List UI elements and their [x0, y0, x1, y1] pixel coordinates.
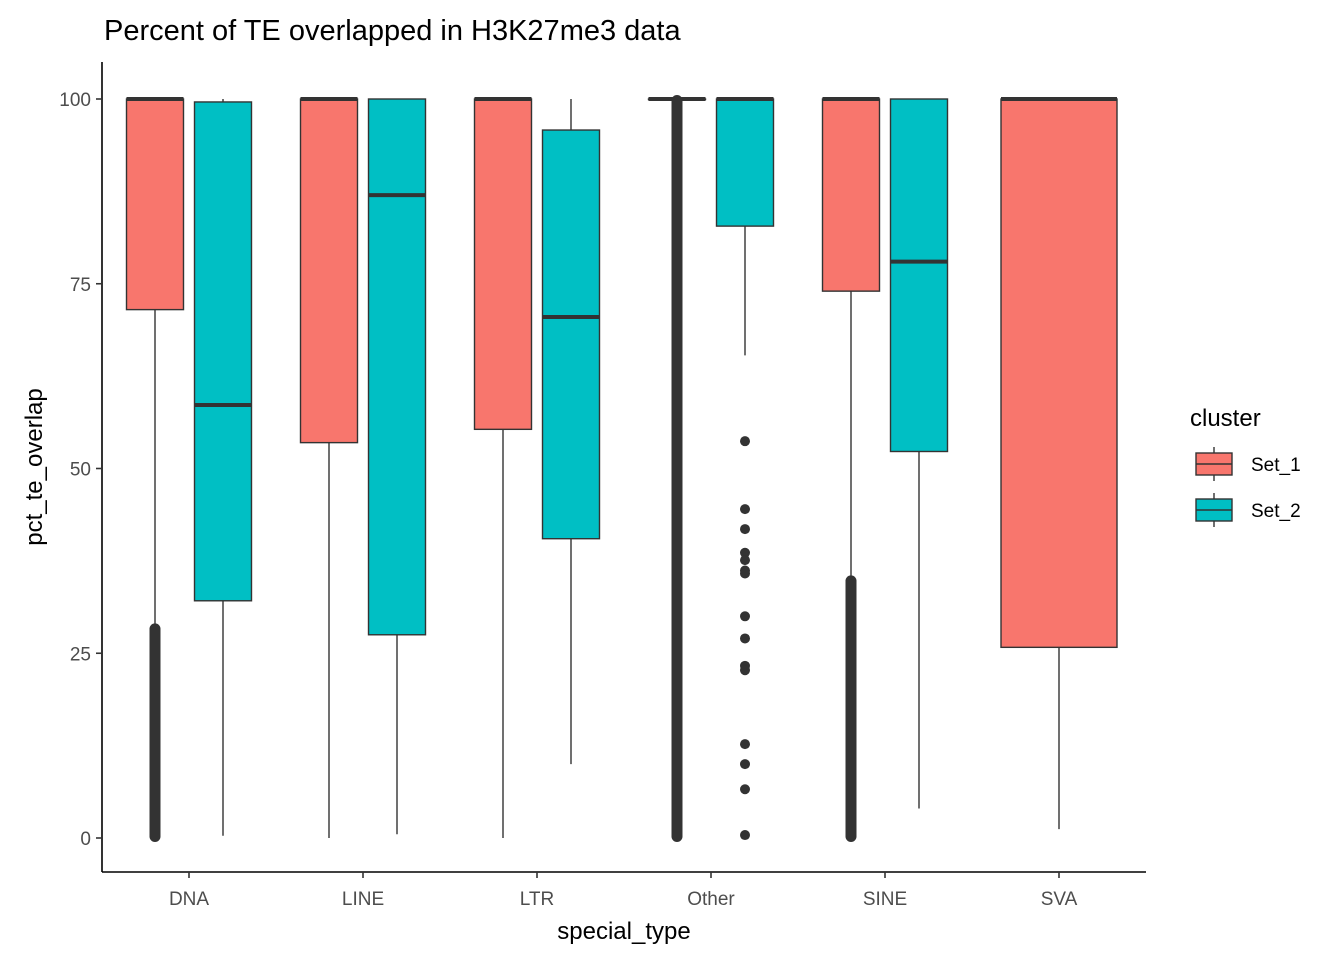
box-set_2-sine [889, 98, 949, 809]
box-body [1000, 98, 1118, 649]
outlier-point [740, 547, 750, 558]
plot-area [125, 95, 1118, 842]
y-tick-label: 25 [70, 644, 91, 665]
x-tick-label-sine: SINE [863, 889, 907, 910]
x-tick-label-sva: SVA [1041, 889, 1078, 910]
chart-title: Percent of TE overlapped in H3K27me3 dat… [104, 15, 681, 47]
y-tick-label: 100 [59, 90, 91, 111]
x-tick-label-ltr: LTR [520, 889, 554, 910]
y-tick-label: 50 [70, 460, 91, 481]
box-set_2-other [715, 97, 775, 841]
x-tick-label-line: LINE [342, 889, 384, 910]
outlier-point [740, 555, 750, 566]
legend-key-set_1 [1195, 447, 1233, 481]
box-body [821, 98, 881, 292]
outlier-point [740, 436, 750, 447]
legend-key-set_2 [1195, 493, 1233, 527]
outlier-point [740, 568, 750, 579]
outlier-point [740, 524, 750, 535]
axes [101, 62, 1146, 873]
outlier-band [671, 95, 683, 842]
outlier-band [149, 623, 161, 842]
box-body [889, 98, 949, 453]
box-set_1-line [299, 97, 359, 838]
box-body [541, 129, 601, 540]
y-tick-label: 0 [80, 829, 91, 850]
box-body [473, 98, 533, 431]
x-axis-ticks: DNA LINE LTR Other SINE SVA [169, 872, 1078, 910]
box-set_1-other [647, 95, 707, 842]
y-axis-ticks: 0 25 50 75 100 [59, 90, 102, 850]
box-set_2-dna [193, 99, 253, 836]
outlier-point [740, 784, 750, 795]
x-tick-label-dna: DNA [169, 889, 209, 910]
legend: cluster Set_1 Set_2 [1190, 405, 1301, 527]
legend-label-set_1: Set_1 [1251, 455, 1301, 476]
box-set_2-line [367, 98, 427, 835]
box-body [125, 98, 185, 311]
outlier-band [845, 575, 857, 842]
box-set_2-ltr [541, 99, 601, 765]
box-body [299, 98, 359, 444]
y-tick-label: 75 [70, 275, 91, 296]
box-body [193, 101, 253, 602]
box-body [715, 98, 775, 227]
legend-label-set_2: Set_2 [1251, 501, 1301, 522]
outlier-point [740, 611, 750, 622]
legend-title: cluster [1190, 405, 1261, 432]
outlier-point [740, 830, 750, 841]
box-set_1-ltr [473, 97, 533, 838]
outlier-point [740, 504, 750, 515]
outlier-point [740, 739, 750, 750]
outlier-point [740, 759, 750, 770]
box-set_1-sva [1000, 97, 1118, 830]
box-set_1-dna [125, 97, 185, 842]
outlier-point [740, 665, 750, 676]
x-axis-title: special_type [557, 918, 690, 945]
outlier-point [740, 633, 750, 644]
x-tick-label-other: Other [687, 889, 735, 910]
box-body [367, 98, 427, 636]
y-axis-title: pct_te_overlap [21, 388, 48, 545]
box-set_1-sine [821, 97, 881, 842]
